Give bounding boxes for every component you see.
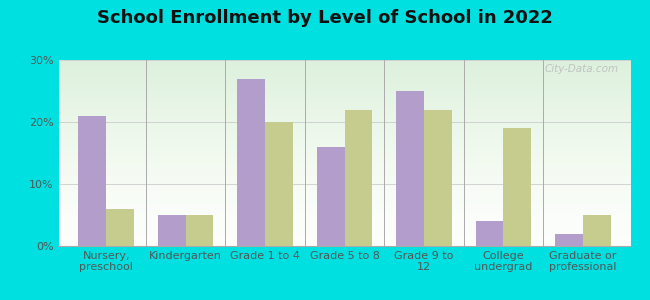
Bar xyxy=(79,116,106,246)
Text: School Enrollment by Level of School in 2022: School Enrollment by Level of School in … xyxy=(97,9,553,27)
Bar xyxy=(503,128,531,246)
Bar xyxy=(186,215,213,246)
Bar xyxy=(583,215,610,246)
Bar xyxy=(424,110,452,246)
Bar xyxy=(158,215,186,246)
Bar xyxy=(265,122,293,246)
Text: City-Data.com: City-Data.com xyxy=(545,64,619,74)
Bar xyxy=(237,79,265,246)
Bar xyxy=(476,221,503,246)
Bar xyxy=(555,234,583,246)
Bar xyxy=(317,147,345,246)
Bar xyxy=(106,209,134,246)
Bar xyxy=(396,91,424,246)
Bar xyxy=(344,110,372,246)
